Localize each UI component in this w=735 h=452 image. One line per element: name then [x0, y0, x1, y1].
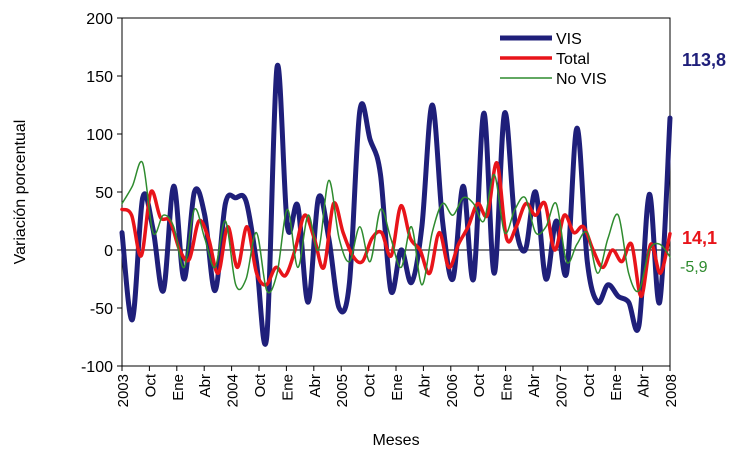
x-tick-label: 2004 [225, 374, 242, 407]
x-axis-label: Meses [372, 432, 419, 449]
x-tick-label: Ene [608, 374, 625, 401]
end-label-no-vis: -5,9 [680, 259, 708, 276]
legend-label-total: Total [556, 51, 590, 68]
series-line-vis [119, 62, 673, 347]
end-label-vis: 113,8 [682, 50, 726, 70]
x-tick-label: Ene [170, 374, 187, 401]
y-tick-label: 200 [86, 11, 113, 28]
x-tick-label: Abr [197, 374, 214, 397]
x-tick-label: Ene [279, 374, 296, 401]
x-tick-label: 2005 [334, 374, 351, 407]
y-tick-label: 0 [104, 243, 113, 260]
plot-area-border [121, 17, 671, 367]
x-tick-label: Oct [252, 373, 269, 397]
x-tick-label: Abr [526, 374, 543, 397]
x-tick-label: 2007 [553, 374, 570, 407]
y-tick-label: -100 [81, 359, 113, 376]
series-line-total [120, 161, 672, 299]
y-tick-label: -50 [90, 301, 113, 318]
x-tick-label: Ene [499, 374, 516, 401]
x-tick-label: 2003 [115, 374, 132, 407]
x-tick-label: Oct [471, 373, 488, 397]
y-axis-label: Variación porcentual [12, 120, 29, 265]
end-label-total: 14,1 [682, 228, 717, 248]
legend-label-vis: VIS [556, 31, 582, 48]
x-tick-label: Abr [636, 374, 653, 397]
y-tick-label: 100 [86, 127, 113, 144]
series-line-no-vis [121, 160, 671, 294]
x-tick-label: Ene [389, 374, 406, 401]
y-tick-label: 50 [95, 185, 113, 202]
y-tick-label: 150 [86, 69, 113, 86]
x-tick-label: 2006 [444, 374, 461, 407]
x-tick-label: Abr [307, 374, 324, 397]
x-tick-label: Abr [416, 374, 433, 397]
x-tick-label: Oct [142, 373, 159, 397]
x-tick-label: Oct [362, 373, 379, 397]
x-tick-label: 2008 [663, 374, 680, 407]
legend-label-no-vis: No VIS [556, 71, 607, 88]
x-tick-label: Oct [581, 373, 598, 397]
